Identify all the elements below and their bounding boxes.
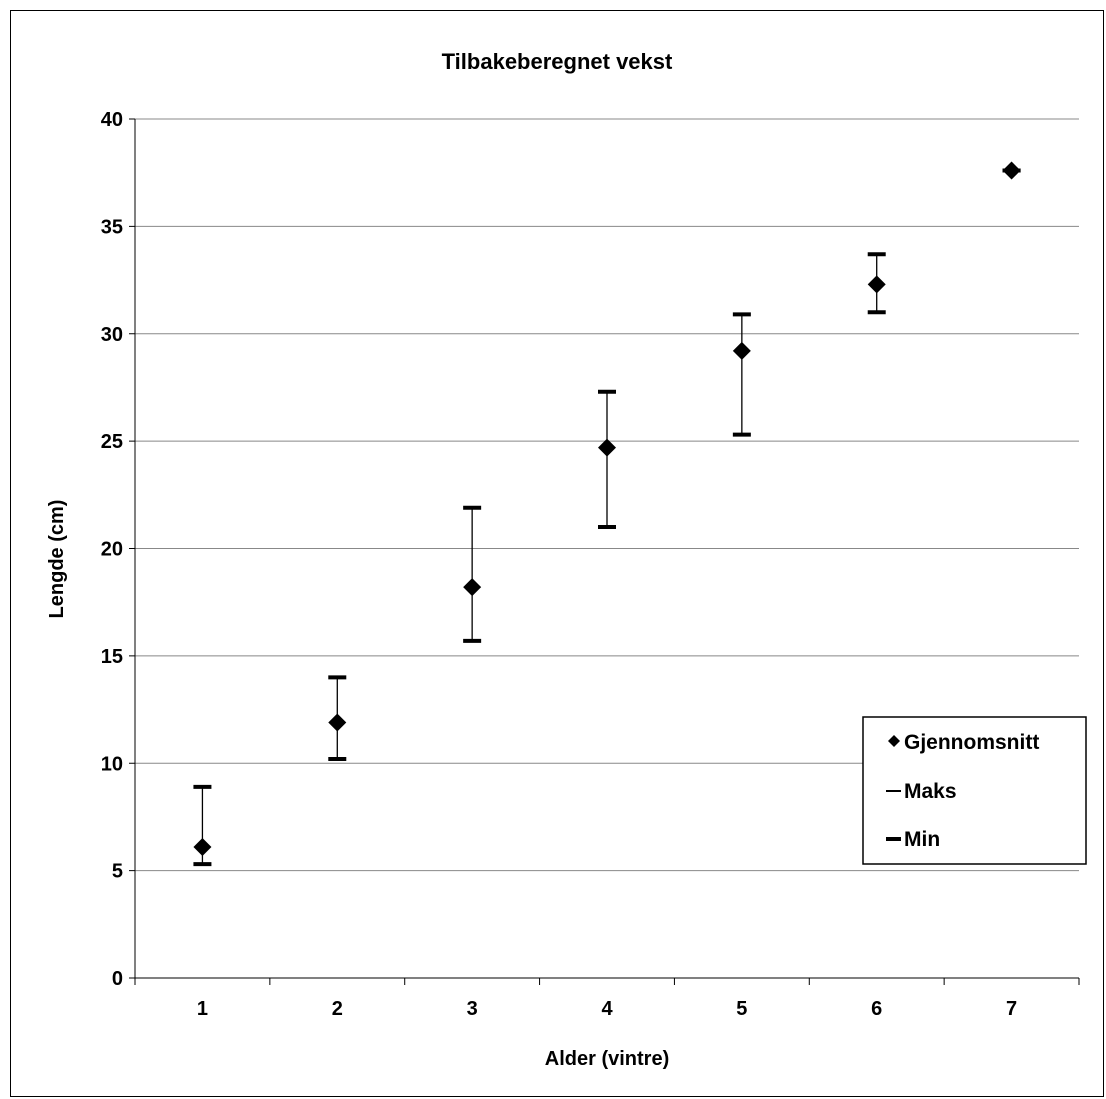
legend-item-gjennomsnitt: Gjennomsnitt bbox=[888, 731, 1039, 754]
y-tick-label: 20 bbox=[101, 539, 123, 561]
y-tick-label: 30 bbox=[101, 324, 123, 346]
x-tick-label: 7 bbox=[1006, 998, 1017, 1020]
x-axis-label: Alder (vintre) bbox=[545, 1048, 669, 1070]
y-tick-label: 40 bbox=[101, 109, 123, 131]
y-tick-label: 0 bbox=[112, 968, 123, 990]
legend-label-gjennomsnitt: Gjennomsnitt bbox=[904, 731, 1039, 754]
mean-marker bbox=[463, 578, 482, 597]
y-tick-label: 5 bbox=[112, 861, 123, 883]
mean-marker bbox=[328, 713, 347, 732]
y-tick-label: 15 bbox=[101, 646, 123, 668]
x-tick-label: 6 bbox=[871, 998, 882, 1020]
x-tick-label: 5 bbox=[736, 998, 747, 1020]
mean-marker bbox=[867, 275, 886, 294]
axes: 0 5 10 15 20 25 30 35 40 1 2 3 4 5 6 7 bbox=[101, 109, 1080, 1020]
chart-svg: Tilbakeberegnet vekst Alder (vintre) Len… bbox=[46, 49, 1087, 1070]
legend-label-maks: Maks bbox=[904, 780, 957, 803]
legend-item-maks: Maks bbox=[886, 780, 957, 803]
mean-marker bbox=[598, 438, 616, 457]
legend-label-min: Min bbox=[904, 828, 940, 851]
mean-marker bbox=[1002, 161, 1021, 180]
chart-frame: Tilbakeberegnet vekst Alder (vintre) Len… bbox=[10, 10, 1104, 1097]
diamond-marker-icon bbox=[888, 735, 900, 747]
x-tick-label: 4 bbox=[601, 998, 613, 1020]
y-tick-label: 35 bbox=[101, 216, 123, 238]
mean-marker bbox=[193, 838, 212, 857]
y-tick-label: 10 bbox=[101, 753, 123, 775]
mean-marker bbox=[732, 341, 751, 360]
data-marks bbox=[193, 161, 1021, 867]
y-tick-label: 25 bbox=[101, 431, 123, 453]
legend-item-min: Min bbox=[886, 828, 940, 851]
legend: Gjennomsnitt Maks Min bbox=[862, 716, 1087, 865]
y-axis-label: Lengde (cm) bbox=[46, 500, 68, 619]
x-tick-label: 3 bbox=[467, 998, 478, 1020]
x-tick-label: 2 bbox=[332, 998, 343, 1020]
chart-title: Tilbakeberegnet vekst bbox=[442, 49, 673, 74]
x-tick-label: 1 bbox=[197, 998, 208, 1020]
